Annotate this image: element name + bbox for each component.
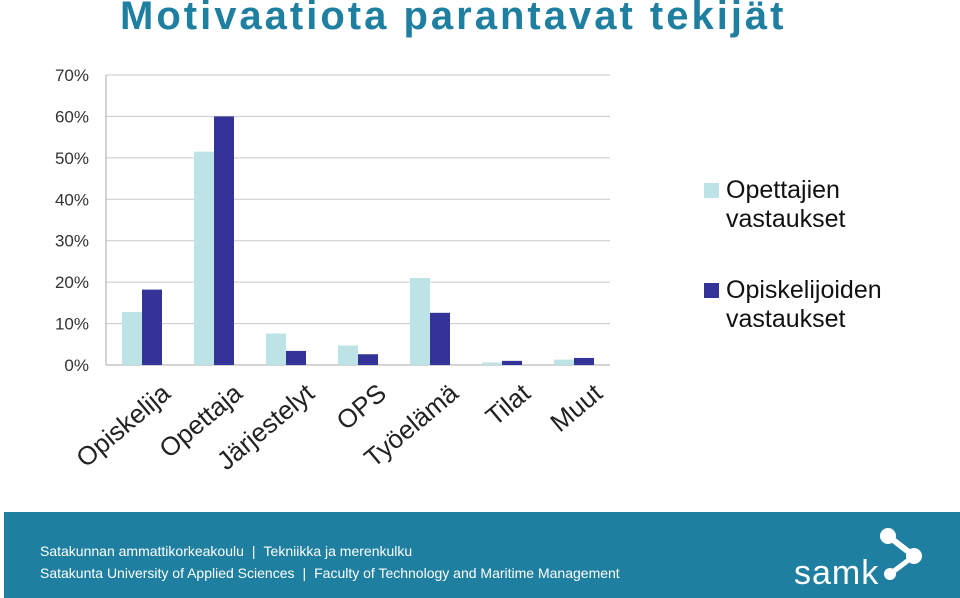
legend-swatch-opettajien [704,183,719,198]
bar-opiskelijoiden [574,357,594,365]
bar-opettajien [410,278,430,365]
bar-opiskelijoiden [358,354,378,365]
bar-opettajien [122,311,142,365]
y-tick-label: 10% [55,315,89,334]
y-tick-label: 0% [64,356,89,375]
bar-opettajien [338,345,358,365]
bar-opettajien [194,151,214,365]
y-tick-label: 70% [55,66,89,85]
footer-line-finnish: Satakunnan ammattikorkeakoulu | Tekniikka … [40,543,412,559]
chart-title: Motivaatiota parantavat tekijät [120,0,787,38]
y-tick-label: 60% [55,107,89,126]
bar-opiskelijoiden [430,312,450,365]
footer-separator: | [251,543,256,559]
bar-opettajien [482,362,502,365]
bar-opiskelijoiden [142,289,162,365]
footer-institution-en: Satakunta University of Applied Sciences [40,565,295,581]
samk-logo-mark [880,528,922,580]
footer-institution-fi: Satakunnan ammattikorkeakoulu [40,543,244,559]
samk-logo: samk [792,522,942,592]
y-tick-label: 20% [55,273,89,292]
bar-opettajien [266,333,286,365]
footer-line-english: Satakunta University of Applied Sciences… [40,565,620,581]
footer-faculty-fi: Tekniikka ja merenkulku [263,543,413,559]
legend-item-opiskelijoiden: Opiskelijoiden vastaukset [704,276,954,334]
footer-bar: Satakunnan ammattikorkeakoulu | Tekniikka … [4,512,960,598]
x-tick-label: Muut [544,377,608,438]
bar-chart: 0%10%20%30%40%50%60%70%OpiskelijaOpettaj… [55,66,610,476]
footer-separator: | [302,565,307,581]
legend-item-opettajien: Opettajien vastaukset [704,176,954,234]
bar-opettajien [554,359,574,365]
legend-label-opiskelijoiden: Opiskelijoiden vastaukset [726,276,882,333]
y-tick-label: 40% [55,190,89,209]
bar-opiskelijoiden [286,350,306,365]
footer-faculty-en: Faculty of Technology and Maritime Manag… [314,565,620,581]
x-tick-label: Opiskelija [70,377,176,473]
x-tick-label: OPS [331,378,392,436]
legend: Opettajien vastaukset Opiskelijoiden vas… [704,176,954,376]
samk-logo-text: samk [794,554,880,592]
bar-opiskelijoiden [502,360,522,365]
bar-opiskelijoiden [214,116,234,365]
y-tick-label: 50% [55,149,89,168]
legend-swatch-opiskelijoiden [704,283,719,298]
x-tick-label: Tilat [480,377,537,431]
legend-label-opettajien: Opettajien vastaukset [726,176,846,233]
y-tick-label: 30% [55,232,89,251]
